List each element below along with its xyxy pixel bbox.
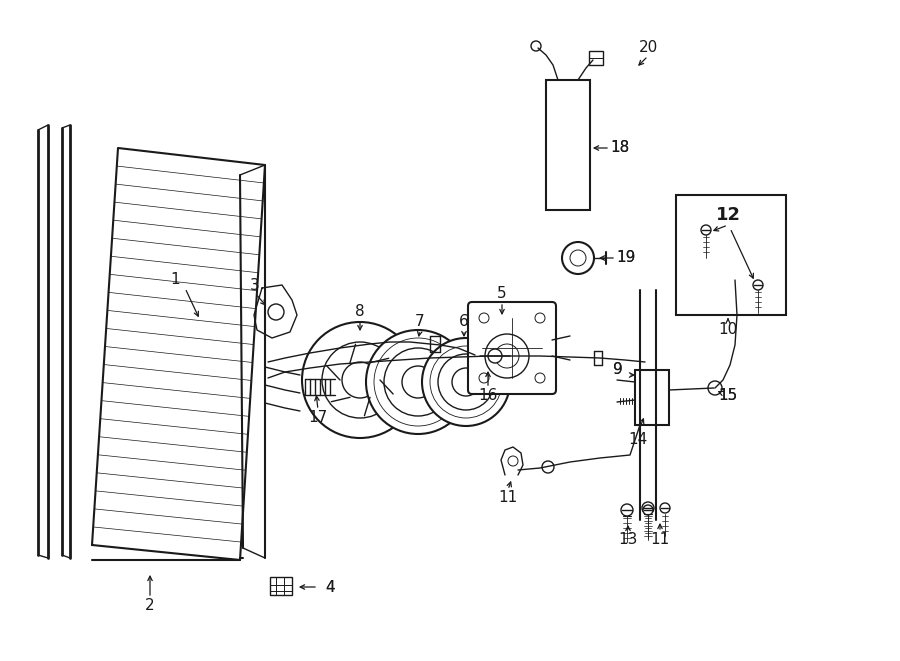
Text: 9: 9 [613,362,623,377]
Bar [546,80,590,210]
Circle shape [621,504,633,516]
Circle shape [643,505,653,515]
Text: 16: 16 [478,387,498,403]
Text: 19: 19 [616,251,635,266]
Circle shape [701,225,711,235]
Text: 17: 17 [309,410,328,426]
Circle shape [562,242,594,274]
Circle shape [384,348,452,416]
Text: 14: 14 [628,432,648,447]
Circle shape [753,280,763,290]
Text: 11: 11 [499,490,517,506]
Text: 20: 20 [638,40,658,56]
Text: 12: 12 [716,206,741,224]
Circle shape [508,456,518,466]
Text: 1: 1 [170,272,180,288]
Text: 18: 18 [610,141,630,155]
Bar [635,370,669,425]
Circle shape [488,349,502,363]
Text: 10: 10 [718,323,738,338]
Circle shape [542,461,554,473]
Circle shape [268,304,284,320]
Text: 19: 19 [616,251,635,266]
Text: 2: 2 [145,598,155,613]
Circle shape [642,502,654,514]
Text: 15: 15 [718,387,738,403]
Text: 6: 6 [459,315,469,329]
Circle shape [302,322,418,438]
Text: 5: 5 [497,286,507,301]
Bar [589,51,603,65]
Text: 4: 4 [325,580,335,594]
Circle shape [366,330,470,434]
Text: 11: 11 [651,533,670,547]
Circle shape [708,381,722,395]
FancyBboxPatch shape [468,302,556,394]
Circle shape [535,313,545,323]
Text: 4: 4 [325,580,335,594]
Circle shape [660,503,670,513]
Circle shape [402,366,434,398]
Text: 13: 13 [618,533,638,547]
Circle shape [452,368,480,396]
Circle shape [479,373,489,383]
Bar [676,195,786,315]
Bar [270,577,292,595]
Circle shape [322,342,398,418]
Circle shape [531,41,541,51]
Circle shape [535,373,545,383]
Text: 3: 3 [250,278,260,293]
Circle shape [342,362,378,398]
Text: 9: 9 [613,362,623,377]
Text: 7: 7 [415,315,425,329]
Text: 8: 8 [356,305,364,319]
Text: 18: 18 [610,141,630,155]
Circle shape [438,354,494,410]
Circle shape [422,338,510,426]
Text: 15: 15 [718,387,738,403]
Circle shape [479,313,489,323]
